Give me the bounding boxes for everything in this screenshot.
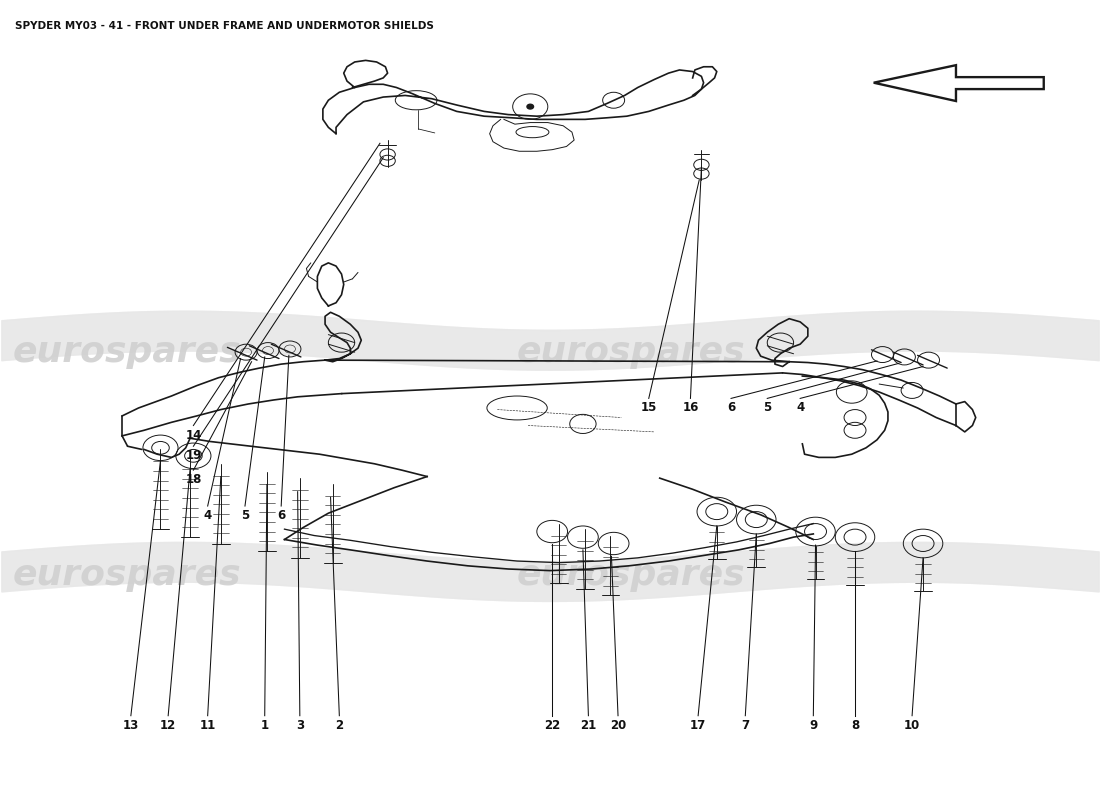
- Text: 6: 6: [727, 402, 735, 414]
- Text: 19: 19: [185, 450, 201, 462]
- Text: 22: 22: [544, 718, 560, 732]
- Text: eurospares: eurospares: [517, 558, 746, 592]
- Text: 3: 3: [296, 718, 304, 732]
- Text: 12: 12: [160, 718, 176, 732]
- Text: 7: 7: [741, 718, 749, 732]
- Text: 2: 2: [336, 718, 343, 732]
- Text: 16: 16: [682, 402, 698, 414]
- Text: 21: 21: [581, 718, 596, 732]
- Circle shape: [527, 104, 534, 109]
- Text: 10: 10: [904, 718, 921, 732]
- Text: eurospares: eurospares: [12, 335, 241, 369]
- Text: eurospares: eurospares: [12, 558, 241, 592]
- Text: 5: 5: [763, 402, 771, 414]
- Text: SPYDER MY03 - 41 - FRONT UNDER FRAME AND UNDERMOTOR SHIELDS: SPYDER MY03 - 41 - FRONT UNDER FRAME AND…: [14, 22, 433, 31]
- Text: 4: 4: [204, 509, 212, 522]
- Text: 11: 11: [199, 718, 216, 732]
- Text: eurospares: eurospares: [517, 335, 746, 369]
- Text: 13: 13: [123, 718, 139, 732]
- Text: 1: 1: [261, 718, 268, 732]
- Text: 20: 20: [609, 718, 626, 732]
- Text: 14: 14: [185, 429, 201, 442]
- Text: 8: 8: [851, 718, 859, 732]
- Text: 18: 18: [185, 474, 201, 486]
- Text: 6: 6: [277, 509, 285, 522]
- Text: 5: 5: [241, 509, 249, 522]
- Text: 17: 17: [690, 718, 706, 732]
- Text: 4: 4: [796, 402, 804, 414]
- Text: 9: 9: [810, 718, 817, 732]
- Text: 15: 15: [640, 402, 657, 414]
